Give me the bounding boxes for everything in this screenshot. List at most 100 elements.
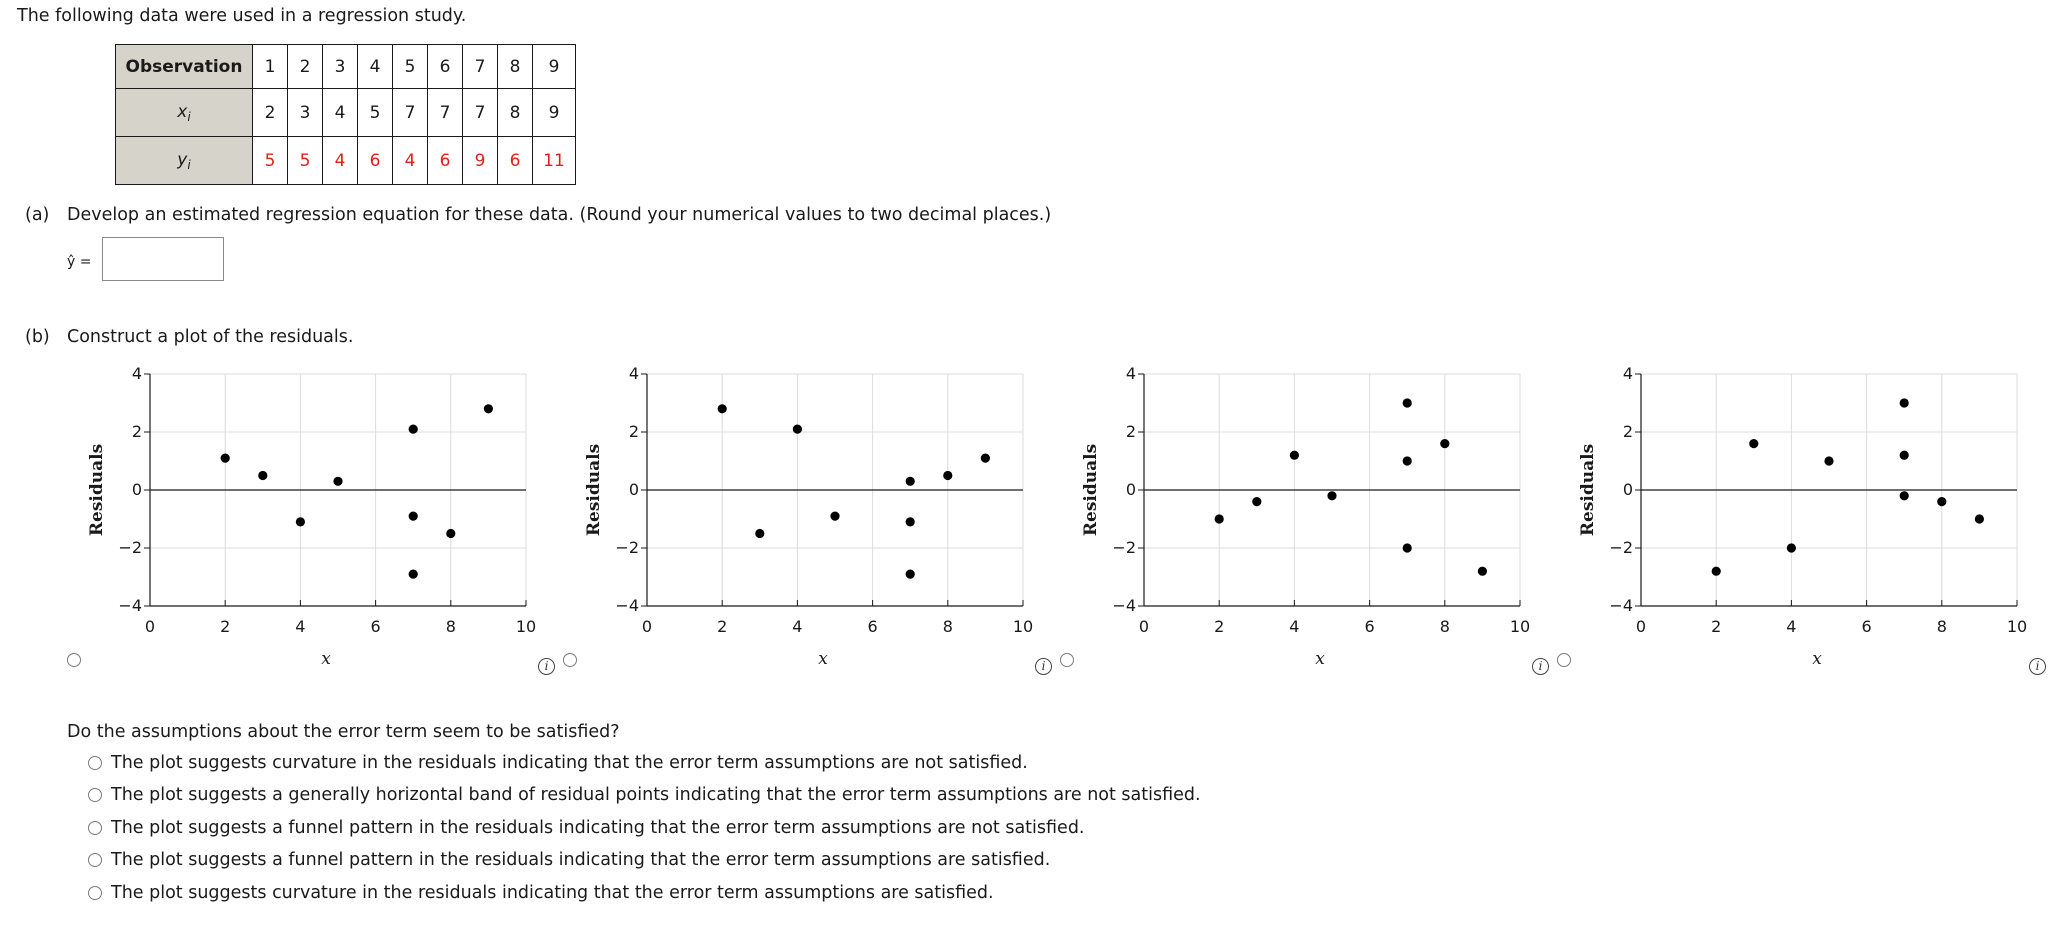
part-b-text: Construct a plot of the residuals. xyxy=(67,327,354,347)
x-tick-label: 8 xyxy=(1440,617,1450,636)
residual-point xyxy=(905,569,915,579)
choice-horizontal-band-not-satisfied[interactable]: The plot suggests a generally horizontal… xyxy=(88,783,1201,807)
table-cell-x: 8 xyxy=(497,88,533,137)
choice-radio[interactable] xyxy=(88,756,102,770)
x-axis-label: x xyxy=(321,649,331,669)
table-cell-y: 9 xyxy=(462,136,498,185)
y-tick-label: −4 xyxy=(1112,596,1136,615)
plot-2-radio[interactable] xyxy=(563,653,577,667)
residual-point xyxy=(408,424,418,434)
residual-point xyxy=(1477,566,1487,576)
residual-point xyxy=(905,517,915,527)
table-cell-observation: 2 xyxy=(287,44,323,89)
residual-plot-1: −4 −2 0 2 4 0 2 4 6 8 10 Residuals x xyxy=(80,360,540,680)
plot-1-radio[interactable] xyxy=(67,653,81,667)
residual-point xyxy=(295,517,305,527)
regression-equation-input[interactable] xyxy=(102,237,224,281)
plot-4-radio[interactable] xyxy=(1557,653,1571,667)
residual-point xyxy=(755,528,765,539)
y-tick-label: 0 xyxy=(132,480,142,499)
info-icon[interactable]: i xyxy=(1035,658,1052,675)
x-axis-label: x xyxy=(1315,649,1325,669)
residual-point xyxy=(792,424,802,434)
info-icon[interactable]: i xyxy=(1532,658,1549,675)
x-tick-label: 8 xyxy=(1937,617,1947,636)
choice-radio[interactable] xyxy=(88,821,102,835)
table-cell-x: 3 xyxy=(287,88,323,137)
y-tick-label: 4 xyxy=(629,364,639,383)
y-axis-label: Residuals xyxy=(87,444,107,536)
table-cell-y: 4 xyxy=(322,136,358,185)
row-header-x: xi xyxy=(115,88,253,137)
table-cell-observation: 6 xyxy=(427,44,463,89)
table-cell-y: 6 xyxy=(357,136,393,185)
x-tick-label: 4 xyxy=(792,617,802,636)
x-axis-label: x xyxy=(1812,649,1822,669)
x-tick-label: 6 xyxy=(868,617,878,636)
residual-point xyxy=(483,404,493,414)
residual-point xyxy=(220,453,230,463)
table-cell-x: 9 xyxy=(532,88,576,137)
residual-point xyxy=(1899,398,1909,408)
y-tick-label: 4 xyxy=(1126,364,1136,383)
choice-curvature-not-satisfied[interactable]: The plot suggests curvature in the resid… xyxy=(88,751,1028,775)
choice-funnel-not-satisfied[interactable]: The plot suggests a funnel pattern in th… xyxy=(88,816,1085,840)
x-tick-label: 10 xyxy=(516,617,536,636)
residual-point xyxy=(980,453,990,463)
choice-radio[interactable] xyxy=(88,886,102,900)
residual-point xyxy=(258,470,268,481)
y-tick-label: 2 xyxy=(1623,422,1633,441)
x-tick-label: 10 xyxy=(1013,617,1033,636)
info-icon[interactable]: i xyxy=(538,658,555,675)
x-tick-label: 2 xyxy=(1711,617,1721,636)
row-header-observation: Observation xyxy=(115,44,253,89)
y-axis-label: Residuals xyxy=(584,444,604,536)
plot-3-radio[interactable] xyxy=(1060,653,1074,667)
residual-point xyxy=(1749,439,1759,449)
table-cell-x: 7 xyxy=(392,88,428,137)
x-tick-label: 0 xyxy=(1139,617,1149,636)
residual-point xyxy=(1402,543,1412,553)
info-icon[interactable]: i xyxy=(2029,658,2046,675)
y-tick-label: 4 xyxy=(1623,364,1633,383)
x-tick-label: 8 xyxy=(943,617,953,636)
table-cell-y: 11 xyxy=(532,136,576,185)
y-tick-label: 2 xyxy=(132,422,142,441)
x-tick-label: 10 xyxy=(2007,617,2027,636)
choice-curvature-satisfied[interactable]: The plot suggests curvature in the resid… xyxy=(88,881,994,905)
table-cell-observation: 7 xyxy=(462,44,498,89)
x-tick-label: 2 xyxy=(717,617,727,636)
x-tick-label: 6 xyxy=(371,617,381,636)
residual-point xyxy=(408,511,418,521)
y-tick-label: −2 xyxy=(615,538,639,557)
x-tick-label: 2 xyxy=(1214,617,1224,636)
residual-point xyxy=(1824,456,1834,466)
x-tick-label: 4 xyxy=(1786,617,1796,636)
residual-point xyxy=(333,476,343,486)
residual-point xyxy=(408,569,418,579)
choice-funnel-satisfied[interactable]: The plot suggests a funnel pattern in th… xyxy=(88,848,1050,872)
residual-point xyxy=(717,404,727,414)
residual-point xyxy=(905,476,915,486)
x-tick-label: 2 xyxy=(220,617,230,636)
choice-radio[interactable] xyxy=(88,788,102,802)
residual-point xyxy=(1289,450,1299,460)
residual-point xyxy=(830,511,840,521)
table-cell-observation: 5 xyxy=(392,44,428,89)
residual-point xyxy=(446,528,456,539)
y-tick-label: 0 xyxy=(629,480,639,499)
intro-text: The following data were used in a regres… xyxy=(17,6,467,26)
residual-point xyxy=(1252,497,1262,507)
x-tick-label: 4 xyxy=(295,617,305,636)
y-tick-label: −2 xyxy=(1609,538,1633,557)
y-tick-label: 2 xyxy=(629,422,639,441)
y-tick-label: −4 xyxy=(1609,596,1633,615)
part-b-label: (b) xyxy=(25,327,50,347)
residual-plot-4: −4 −2 0 2 4 0 2 4 6 8 10 Residuals x xyxy=(1571,360,2031,680)
choice-radio[interactable] xyxy=(88,853,102,867)
table-cell-y: 4 xyxy=(392,136,428,185)
yhat-label: ŷ = xyxy=(67,254,92,270)
y-axis-label: Residuals xyxy=(1578,444,1598,536)
